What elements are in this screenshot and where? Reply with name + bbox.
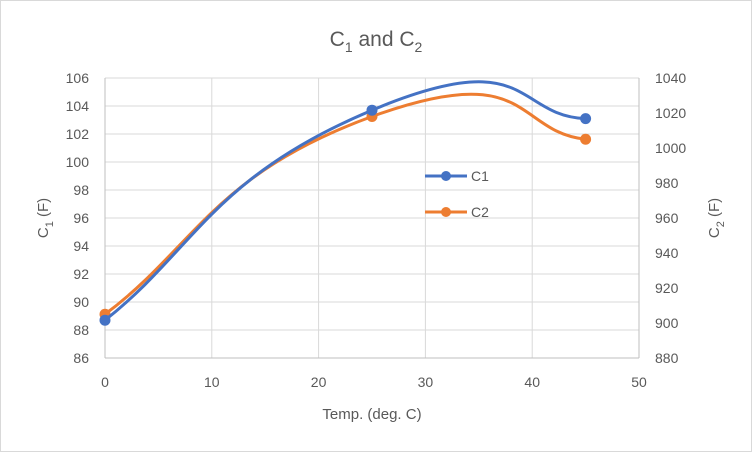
left-y-tick-labels: 86 88 90 92 94 96 98 100 102 104 106 <box>66 70 90 366</box>
series-point-c1 <box>99 314 111 326</box>
right-y-tick-label: 920 <box>655 280 679 296</box>
left-y-axis-label: C1 (F) <box>35 198 56 238</box>
right-y-tick-label: 1040 <box>655 70 686 86</box>
legend: C1 C2 <box>425 168 489 220</box>
legend-c1-marker <box>441 171 451 181</box>
x-tick-label: 0 <box>101 374 109 390</box>
x-tick-label: 30 <box>418 374 434 390</box>
left-y-tick-label: 94 <box>73 238 89 254</box>
right-y-tick-label: 960 <box>655 210 679 226</box>
x-tick-label: 40 <box>524 374 540 390</box>
legend-c2-marker <box>441 207 451 217</box>
legend-item-c2[interactable]: C2 <box>425 204 489 220</box>
left-y-tick-label: 86 <box>73 350 89 366</box>
legend-item-c1[interactable]: C1 <box>425 168 489 184</box>
right-y-tick-label: 1000 <box>655 140 686 156</box>
x-tick-label: 50 <box>631 374 647 390</box>
series-point-c1 <box>366 104 378 116</box>
x-axis-label: Temp. (deg. C) <box>322 406 421 423</box>
right-y-tick-label: 900 <box>655 315 679 331</box>
right-y-tick-label: 1020 <box>655 105 686 121</box>
legend-c2-label: C2 <box>471 204 489 220</box>
right-y-tick-label: 980 <box>655 175 679 191</box>
x-tick-labels: 0 10 20 30 40 50 <box>101 374 647 390</box>
left-y-tick-label: 90 <box>73 294 89 310</box>
right-y-tick-label: 880 <box>655 350 679 366</box>
left-y-tick-label: 98 <box>73 182 89 198</box>
left-y-tick-label: 106 <box>66 70 90 86</box>
series-point-c1 <box>580 113 592 125</box>
x-tick-label: 20 <box>311 374 327 390</box>
series-point-c2 <box>580 133 592 145</box>
right-y-tick-label: 940 <box>655 245 679 261</box>
right-y-tick-labels: 880 900 920 940 960 980 1000 1020 1040 <box>655 70 686 366</box>
series-group <box>99 80 592 326</box>
chart-title: C1 and C2 <box>330 28 423 55</box>
left-y-tick-label: 88 <box>73 322 89 338</box>
left-y-tick-label: 102 <box>66 126 90 142</box>
right-y-axis-label: C2 (F) <box>706 198 727 238</box>
left-y-tick-label: 104 <box>66 98 90 114</box>
legend-c1-label: C1 <box>471 168 489 184</box>
left-y-tick-label: 92 <box>73 266 89 282</box>
x-tick-label: 10 <box>204 374 220 390</box>
left-y-tick-label: 100 <box>66 154 90 170</box>
left-y-tick-label: 96 <box>73 210 89 226</box>
